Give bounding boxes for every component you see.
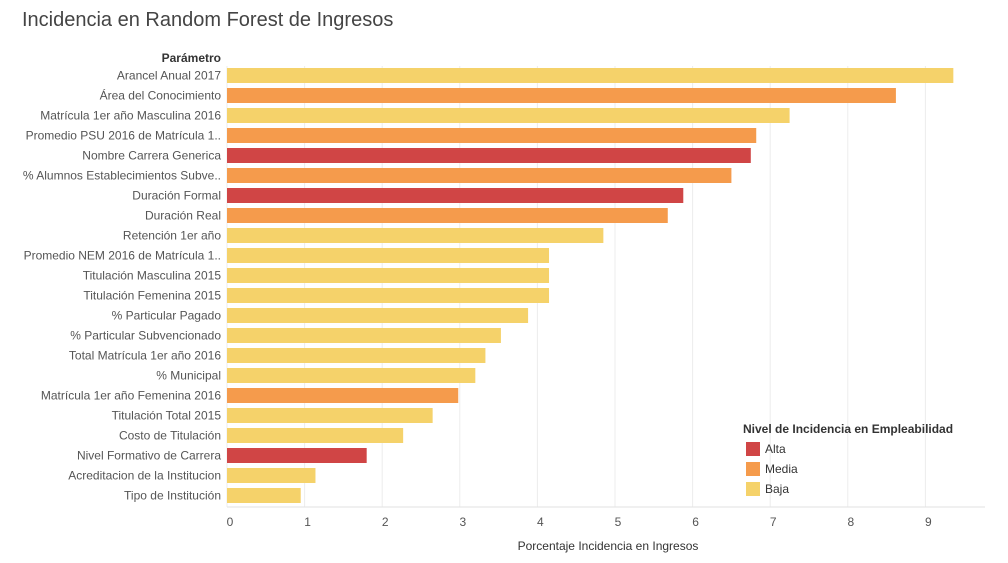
x-tick-label: 1 bbox=[304, 515, 311, 529]
category-labels: Arancel Anual 2017 Área del Conocimiento M… bbox=[23, 69, 221, 503]
chart-title: Incidencia en Random Forest de Ingresos bbox=[22, 9, 394, 31]
bar-promedio-psu-2016-de-matricula-1 bbox=[227, 128, 757, 143]
legend: Nivel de Incidencia en Empleabilidad Alt… bbox=[743, 422, 953, 496]
legend-title: Nivel de Incidencia en Empleabilidad bbox=[743, 422, 953, 436]
bar-municipal bbox=[227, 368, 476, 383]
category-label: % Alumnos Establecimientos Subve.. bbox=[23, 169, 221, 183]
category-label: % Municipal bbox=[156, 369, 221, 383]
category-label: Duración Formal bbox=[132, 189, 221, 203]
category-label: % Particular Subvencionado bbox=[70, 329, 221, 343]
bar-alumnos-establecimientos-subve bbox=[227, 168, 732, 183]
bar-titulacion-masculina-2015 bbox=[227, 268, 550, 283]
legend-label-alta: Alta bbox=[765, 442, 786, 456]
x-tick-label: 2 bbox=[382, 515, 389, 529]
legend-label-media: Media bbox=[765, 462, 798, 476]
x-tick-label: 3 bbox=[459, 515, 466, 529]
category-label: Titulación Masculina 2015 bbox=[83, 269, 222, 283]
category-label: Nombre Carrera Generica bbox=[82, 149, 221, 163]
x-axis-ticks: 0 1 2 3 4 5 6 7 8 9 bbox=[227, 515, 932, 529]
x-tick-label: 8 bbox=[847, 515, 854, 529]
category-label: Titulación Femenina 2015 bbox=[83, 289, 221, 303]
category-label: Matrícula 1er año Femenina 2016 bbox=[41, 389, 221, 403]
category-label: Arancel Anual 2017 bbox=[117, 69, 221, 83]
bar-particular-subvencionado bbox=[227, 328, 501, 343]
bar-arancel-anual-2017 bbox=[227, 68, 954, 83]
legend-label-baja: Baja bbox=[765, 482, 789, 496]
x-tick-label: 6 bbox=[692, 515, 699, 529]
bar-particular-pagado bbox=[227, 308, 529, 323]
bar-titulacion-femenina-2015 bbox=[227, 288, 550, 303]
bar-retencion-1er-ano bbox=[227, 228, 604, 243]
x-tick-label: 0 bbox=[227, 515, 234, 529]
category-label: Área del Conocimiento bbox=[100, 88, 222, 103]
category-label: Nivel Formativo de Carrera bbox=[77, 449, 221, 463]
category-label: Total Matrícula 1er año 2016 bbox=[69, 349, 221, 363]
x-tick-label: 9 bbox=[925, 515, 932, 529]
bar-costo-de-titulacion bbox=[227, 428, 404, 443]
bar-acreditacion-de-la-institucion bbox=[227, 468, 316, 483]
bar-area-del-conocimiento bbox=[227, 88, 896, 103]
bar-matricula-1er-ano-femenina-2016 bbox=[227, 388, 459, 403]
category-label: Acreditacion de la Institucion bbox=[68, 469, 221, 483]
bar-duracion-formal bbox=[227, 188, 684, 203]
legend-swatch-media bbox=[746, 462, 760, 476]
x-tick-label: 4 bbox=[537, 515, 544, 529]
category-header: Parámetro bbox=[162, 51, 221, 65]
bar-promedio-nem-2016-de-matricula-1 bbox=[227, 248, 550, 263]
category-label: Tipo de Institución bbox=[124, 489, 221, 503]
bar-nivel-formativo-de-carrera bbox=[227, 448, 367, 463]
bar-matricula-1er-ano-masculina-2016 bbox=[227, 108, 790, 123]
category-label: Costo de Titulación bbox=[119, 429, 221, 443]
legend-swatch-alta bbox=[746, 442, 760, 456]
category-label: % Particular Pagado bbox=[112, 309, 222, 323]
bar-titulacion-total-2015 bbox=[227, 408, 433, 423]
bar-duracion-real bbox=[227, 208, 668, 223]
x-tick-label: 5 bbox=[615, 515, 622, 529]
x-tick-label: 7 bbox=[770, 515, 777, 529]
bars bbox=[227, 68, 954, 503]
bar-tipo-de-institucion bbox=[227, 488, 301, 503]
legend-swatch-baja bbox=[746, 482, 760, 496]
category-label: Promedio PSU 2016 de Matrícula 1.. bbox=[26, 129, 221, 143]
category-label: Titulación Total 2015 bbox=[112, 409, 222, 423]
category-label: Duración Real bbox=[145, 209, 221, 223]
category-label: Retención 1er año bbox=[123, 229, 221, 243]
bar-nombre-carrera-generica bbox=[227, 148, 751, 163]
x-axis-title: Porcentaje Incidencia en Ingresos bbox=[518, 539, 699, 553]
category-label: Promedio NEM 2016 de Matrícula 1.. bbox=[24, 249, 221, 263]
bar-total-matricula-1er-ano-2016 bbox=[227, 348, 486, 363]
category-label: Matrícula 1er año Masculina 2016 bbox=[40, 109, 221, 123]
